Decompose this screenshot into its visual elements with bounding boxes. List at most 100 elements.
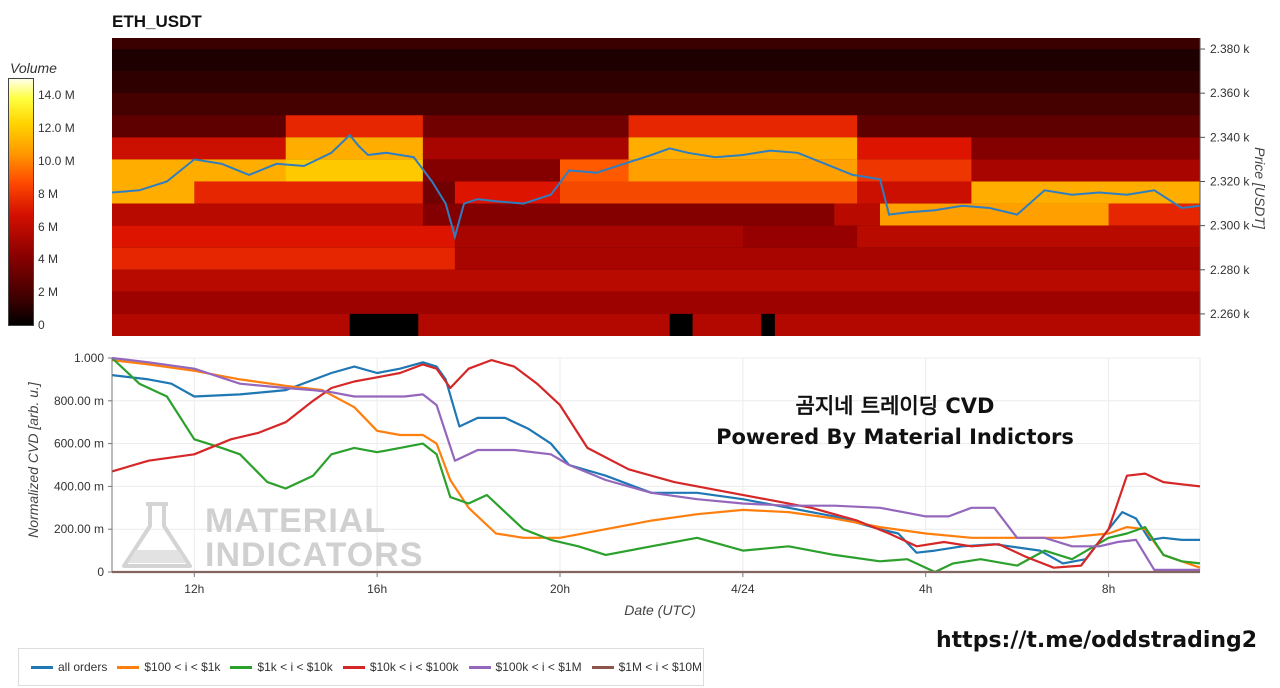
heatmap-cell [349, 313, 419, 336]
price-tick-label: 2.380 k [1210, 42, 1250, 56]
legend-label: all orders [58, 660, 108, 674]
cvd-series-line [111, 359, 1201, 569]
heatmap-cell [454, 247, 1201, 270]
legend-item[interactable]: $10k < i < $100k [342, 660, 459, 674]
colorbar-tick-label: 8 M [38, 186, 59, 201]
colorbar-tick-label: 14.0 M [38, 88, 75, 103]
price-tick-label: 2.340 k [1210, 130, 1250, 144]
heatmap-cell [112, 181, 195, 204]
heatmap-cell [112, 49, 1201, 72]
cvd-y-axis-label: Normalized CVD [arb. u.] [25, 382, 41, 538]
colorbar-tick-label: 2 M [38, 285, 59, 300]
y-tick-label: 800.00 m [54, 394, 104, 408]
heatmap-cell [112, 291, 1201, 314]
heatmap-cell [112, 159, 287, 182]
x-tick-label: 20h [550, 582, 570, 596]
y-tick-label: 0 [97, 565, 104, 579]
heatmap-cell [857, 159, 972, 182]
heatmap-cell [422, 159, 561, 182]
heatmap-cell [422, 115, 630, 138]
heatmap-cell [834, 203, 881, 226]
legend-swatch [117, 665, 140, 669]
heatmap-cell [418, 313, 671, 336]
heatmap-cell [194, 181, 424, 204]
heatmap-cell [692, 313, 762, 336]
price-tick-label: 2.320 k [1210, 174, 1250, 188]
volume-colorbar [8, 78, 34, 326]
y-tick-label: 600.00 m [54, 437, 104, 451]
heatmap-cell [112, 269, 1201, 292]
heatmap-cell [857, 115, 1201, 138]
x-tick-label: 8h [1102, 582, 1115, 596]
price-tick-label: 2.260 k [1210, 307, 1250, 321]
heatmap-cell [285, 159, 424, 182]
price-axis-label: Price [USDT] [1252, 147, 1268, 229]
heatmap-cell [112, 247, 456, 270]
colorbar-tick-label: 4 M [38, 252, 59, 267]
heatmap-cell [422, 137, 630, 160]
cvd-chart [111, 356, 1201, 574]
legend-swatch [31, 665, 53, 669]
x-tick-label: 12h [184, 582, 204, 596]
heatmap-cell [971, 159, 1201, 182]
legend-swatch [591, 665, 614, 669]
price-axis: 2.260 k 2.280 k 2.300 k 2.320 k 2.340 k 2.360… [1199, 38, 1250, 336]
x-tick-label: 16h [367, 582, 387, 596]
legend-swatch [230, 665, 253, 669]
cvd-series-line [111, 357, 1201, 574]
price-tick-label: 2.300 k [1210, 219, 1250, 233]
heatmap-cell [560, 159, 630, 182]
heatmap-cell [628, 159, 858, 182]
colorbar-title: Volume [10, 60, 57, 76]
legend-label: $10k < i < $100k [369, 660, 459, 674]
heatmap-cell [857, 137, 972, 160]
heatmap-cell [112, 203, 424, 226]
heatmap-cell [560, 181, 858, 204]
watermark-line2: INDICATORS [205, 536, 424, 574]
flask-logo-icon [122, 502, 192, 568]
legend-swatch [468, 665, 491, 669]
cvd-axes: 0 200.00 m 400.00 m 600.00 m 800.00 m 1.000 12… [54, 351, 1200, 596]
heatmap-cell [774, 313, 1201, 336]
colorbar-tick-label: 10.0 M [38, 154, 75, 168]
legend-item[interactable]: $1k < i < $10k [230, 660, 333, 674]
volume-heatmap [111, 38, 1201, 336]
heatmap-cell [971, 181, 1201, 204]
y-tick-label: 1.000 [74, 351, 104, 365]
heatmap-cell [742, 225, 858, 248]
watermark-line1: MATERIAL [205, 502, 387, 540]
heatmap-cell [454, 225, 744, 248]
heatmap-cell [112, 137, 287, 160]
colorbar-tick-label: 0 [38, 318, 45, 332]
legend-label: $1M < i < $10M [618, 660, 702, 674]
cvd-series-line [111, 359, 1201, 569]
heatmap-cell [857, 225, 1201, 248]
heatmap-cell [112, 225, 456, 248]
legend-item[interactable]: $1M < i < $10M [591, 660, 702, 674]
legend-item[interactable]: all orders [31, 660, 107, 674]
cvd-x-axis-label: Date (UTC) [624, 602, 696, 618]
legend-label: $100k < i < $1M [495, 660, 582, 674]
y-tick-label: 400.00 m [54, 479, 104, 493]
heatmap-cell [285, 115, 424, 138]
legend-swatch [342, 665, 365, 669]
chart-legend: all orders $100 < i < $1k $1k < i < $10k $1… [18, 648, 704, 686]
telegram-link[interactable]: https://t.me/oddstrading2 [936, 628, 1258, 653]
heatmap-cell [628, 115, 858, 138]
heatmap-cell [971, 137, 1201, 160]
colorbar-tick-label: 12.0 M [38, 121, 75, 136]
heatmap-cell [761, 313, 776, 336]
heatmap-cell [112, 115, 287, 138]
cvd-series-line [111, 356, 1200, 571]
legend-item[interactable]: $100k < i < $1M [468, 660, 582, 674]
overlay-subtitle: Powered By Material Indictors [716, 425, 1074, 449]
heatmap-cell [857, 181, 972, 204]
heatmap-cell [112, 71, 1201, 94]
price-tick-label: 2.360 k [1210, 86, 1250, 100]
legend-item[interactable]: $100 < i < $1k [117, 660, 220, 674]
heatmap-cell [628, 137, 858, 160]
x-tick-label: 4h [919, 582, 932, 596]
colorbar-tick-label: 6 M [38, 219, 59, 234]
heatmap-cell [669, 313, 694, 336]
heatmap-cell [454, 181, 561, 204]
